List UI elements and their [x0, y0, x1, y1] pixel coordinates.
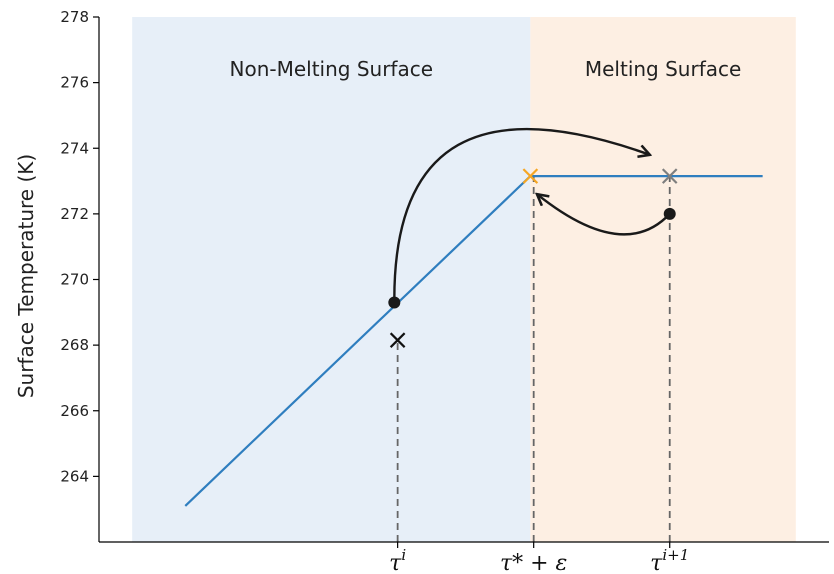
vlines-layer: [396, 176, 671, 542]
x-marker-1: [389, 332, 406, 348]
arrows-layer: [393, 127, 671, 300]
y-tick-label-278: 278: [60, 8, 89, 26]
regions-layer: [132, 17, 796, 542]
curved-arrow-2: [537, 194, 671, 236]
y-tick-label-274: 274: [60, 139, 89, 157]
dot-marker-4: [388, 296, 401, 309]
y-axis-label: Surface Temperature (K): [14, 154, 38, 398]
region-1: [132, 17, 531, 542]
x-marker-stroke: [661, 168, 678, 184]
x-marker-2: [522, 168, 539, 184]
x-tick-label-base: τ: [650, 551, 663, 574]
x-tick-label-base: τ: [389, 551, 402, 574]
y-tick-label-268: 268: [60, 336, 89, 354]
dot-marker-5: [663, 207, 676, 220]
y-tick-label-266: 266: [60, 402, 89, 420]
y-tick-label-272: 272: [60, 205, 89, 223]
x-tick-label-base: τ* + ε: [500, 551, 567, 574]
y-tick-label-270: 270: [60, 271, 89, 289]
x-marker-3: [661, 168, 678, 184]
markers-layer: [388, 168, 678, 348]
x-tick-label-superscript: i: [401, 546, 406, 564]
labels-layer: Non-Melting Surface Melting Surface: [230, 57, 742, 81]
y-tick-label-264: 264: [60, 467, 89, 485]
x-marker-stroke: [522, 168, 539, 184]
curved-arrow-1: [393, 127, 650, 300]
region-label-1: Non-Melting Surface: [230, 57, 434, 81]
x-tick-label-3: τi+1: [650, 546, 689, 574]
x-tick-label-1: τi: [389, 546, 406, 574]
region-2: [530, 17, 796, 542]
y-tick-label-276: 276: [60, 74, 89, 92]
x-tick-label-superscript: i+1: [662, 546, 689, 564]
x-marker-stroke: [389, 332, 406, 348]
region-label-2: Melting Surface: [585, 57, 741, 81]
x-tick-label-2: τ* + ε: [500, 551, 567, 574]
